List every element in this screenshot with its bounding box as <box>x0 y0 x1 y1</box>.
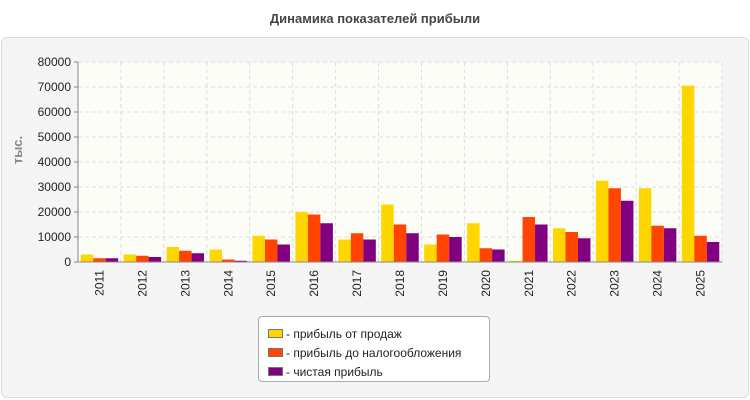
bar-2018-series-1 <box>381 204 394 262</box>
bar-2016-series-1 <box>295 212 308 262</box>
x-tick-label: 2014 <box>221 270 235 297</box>
bar-2023-series-1 <box>595 180 609 262</box>
y-axis-label: тыс. <box>10 136 25 164</box>
bar-2015-series-1 <box>252 235 265 262</box>
bar-2024-series-1 <box>638 188 652 262</box>
bar-2021-series-3 <box>535 224 548 262</box>
bar-2020-series-1 <box>467 223 480 262</box>
bar-2024-series-3 <box>663 228 677 262</box>
legend-item-sales-profit: - прибыль от продаж <box>268 324 489 343</box>
bar-2018-series-2 <box>393 224 407 262</box>
bar-2025-series-2 <box>694 235 707 262</box>
bar-2012-series-2 <box>136 255 149 262</box>
x-tick-label: 2021 <box>522 270 536 297</box>
y-tick-label: 70000 <box>38 80 72 94</box>
bar-2014-series-3 <box>234 260 248 262</box>
legend-item-net-profit: - чистая прибыль <box>268 362 489 381</box>
bar-2020-series-2 <box>479 248 493 262</box>
x-tick-label: 2011 <box>92 270 106 296</box>
bar-2015-series-3 <box>277 244 290 262</box>
x-tick-label: 2018 <box>393 270 407 297</box>
bar-2025-series-1 <box>681 85 695 262</box>
legend-swatch-pretax-profit <box>268 348 283 357</box>
legend-label-sales-profit: - прибыль от продаж <box>286 326 402 341</box>
bar-2013-series-2 <box>179 250 192 262</box>
bar-2017-series-1 <box>338 239 351 262</box>
y-tick-label: 40000 <box>38 155 72 169</box>
y-tick-label: 10000 <box>38 230 72 244</box>
chart-title: Динамика показателей прибыли <box>269 11 481 26</box>
bar-2024-series-2 <box>651 225 664 262</box>
bar-2022-series-2 <box>565 232 578 262</box>
bar-2017-series-3 <box>363 239 376 262</box>
bar-2017-series-2 <box>350 233 364 262</box>
legend-label-pretax-profit: - прибыль до налогообложения <box>286 345 462 360</box>
bar-2016-series-2 <box>307 214 321 262</box>
x-tick-label: 2017 <box>350 270 364 297</box>
legend: - прибыль от продаж - прибыль до налогоо… <box>258 316 490 382</box>
x-tick-label: 2025 <box>694 270 708 297</box>
legend-item-pretax-profit: - прибыль до налогообложения <box>268 343 489 362</box>
y-tick-label: 80000 <box>38 55 72 69</box>
bar-2021-series-1 <box>510 260 523 262</box>
x-tick-label: 2020 <box>479 270 493 297</box>
x-tick-label: 2023 <box>608 270 622 297</box>
bar-2012-series-3 <box>148 257 162 262</box>
bar-2014-series-1 <box>209 249 223 262</box>
bar-2019-series-2 <box>436 234 450 262</box>
bar-2013-series-3 <box>191 253 205 262</box>
x-tick-label: 2015 <box>264 270 278 297</box>
x-tick-label: 2012 <box>135 270 149 297</box>
bar-2023-series-3 <box>620 200 634 262</box>
bar-2015-series-2 <box>264 239 278 262</box>
bar-2023-series-2 <box>608 188 621 262</box>
bar-2016-series-3 <box>320 223 333 262</box>
x-tick-label: 2013 <box>178 270 192 297</box>
x-tick-label: 2022 <box>565 270 579 297</box>
bar-2019-series-1 <box>424 244 437 262</box>
bar-2022-series-1 <box>552 228 566 262</box>
y-tick-label: 20000 <box>38 205 72 219</box>
bar-2011-series-1 <box>80 254 94 262</box>
y-tick-label: 30000 <box>38 180 72 194</box>
bar-2013-series-1 <box>166 247 180 262</box>
bar-2011-series-2 <box>93 258 106 262</box>
bar-2011-series-3 <box>105 258 119 262</box>
x-tick-label: 2024 <box>651 270 665 297</box>
bar-2014-series-2 <box>222 259 235 262</box>
bar-2012-series-1 <box>123 254 137 262</box>
bar-2021-series-2 <box>522 217 536 262</box>
bar-2022-series-3 <box>577 238 591 262</box>
y-tick-label: 60000 <box>38 105 72 119</box>
bar-2020-series-3 <box>492 249 505 262</box>
bar-2025-series-3 <box>706 242 720 262</box>
legend-swatch-sales-profit <box>268 329 283 338</box>
legend-swatch-net-profit <box>268 367 283 376</box>
x-tick-label: 2019 <box>436 270 450 297</box>
legend-label-net-profit: - чистая прибыль <box>286 364 383 379</box>
bar-2019-series-3 <box>449 237 462 262</box>
y-tick-label: 0 <box>64 255 71 269</box>
x-tick-label: 2016 <box>307 270 321 297</box>
bar-2018-series-3 <box>406 233 419 262</box>
y-tick-label: 50000 <box>38 130 72 144</box>
